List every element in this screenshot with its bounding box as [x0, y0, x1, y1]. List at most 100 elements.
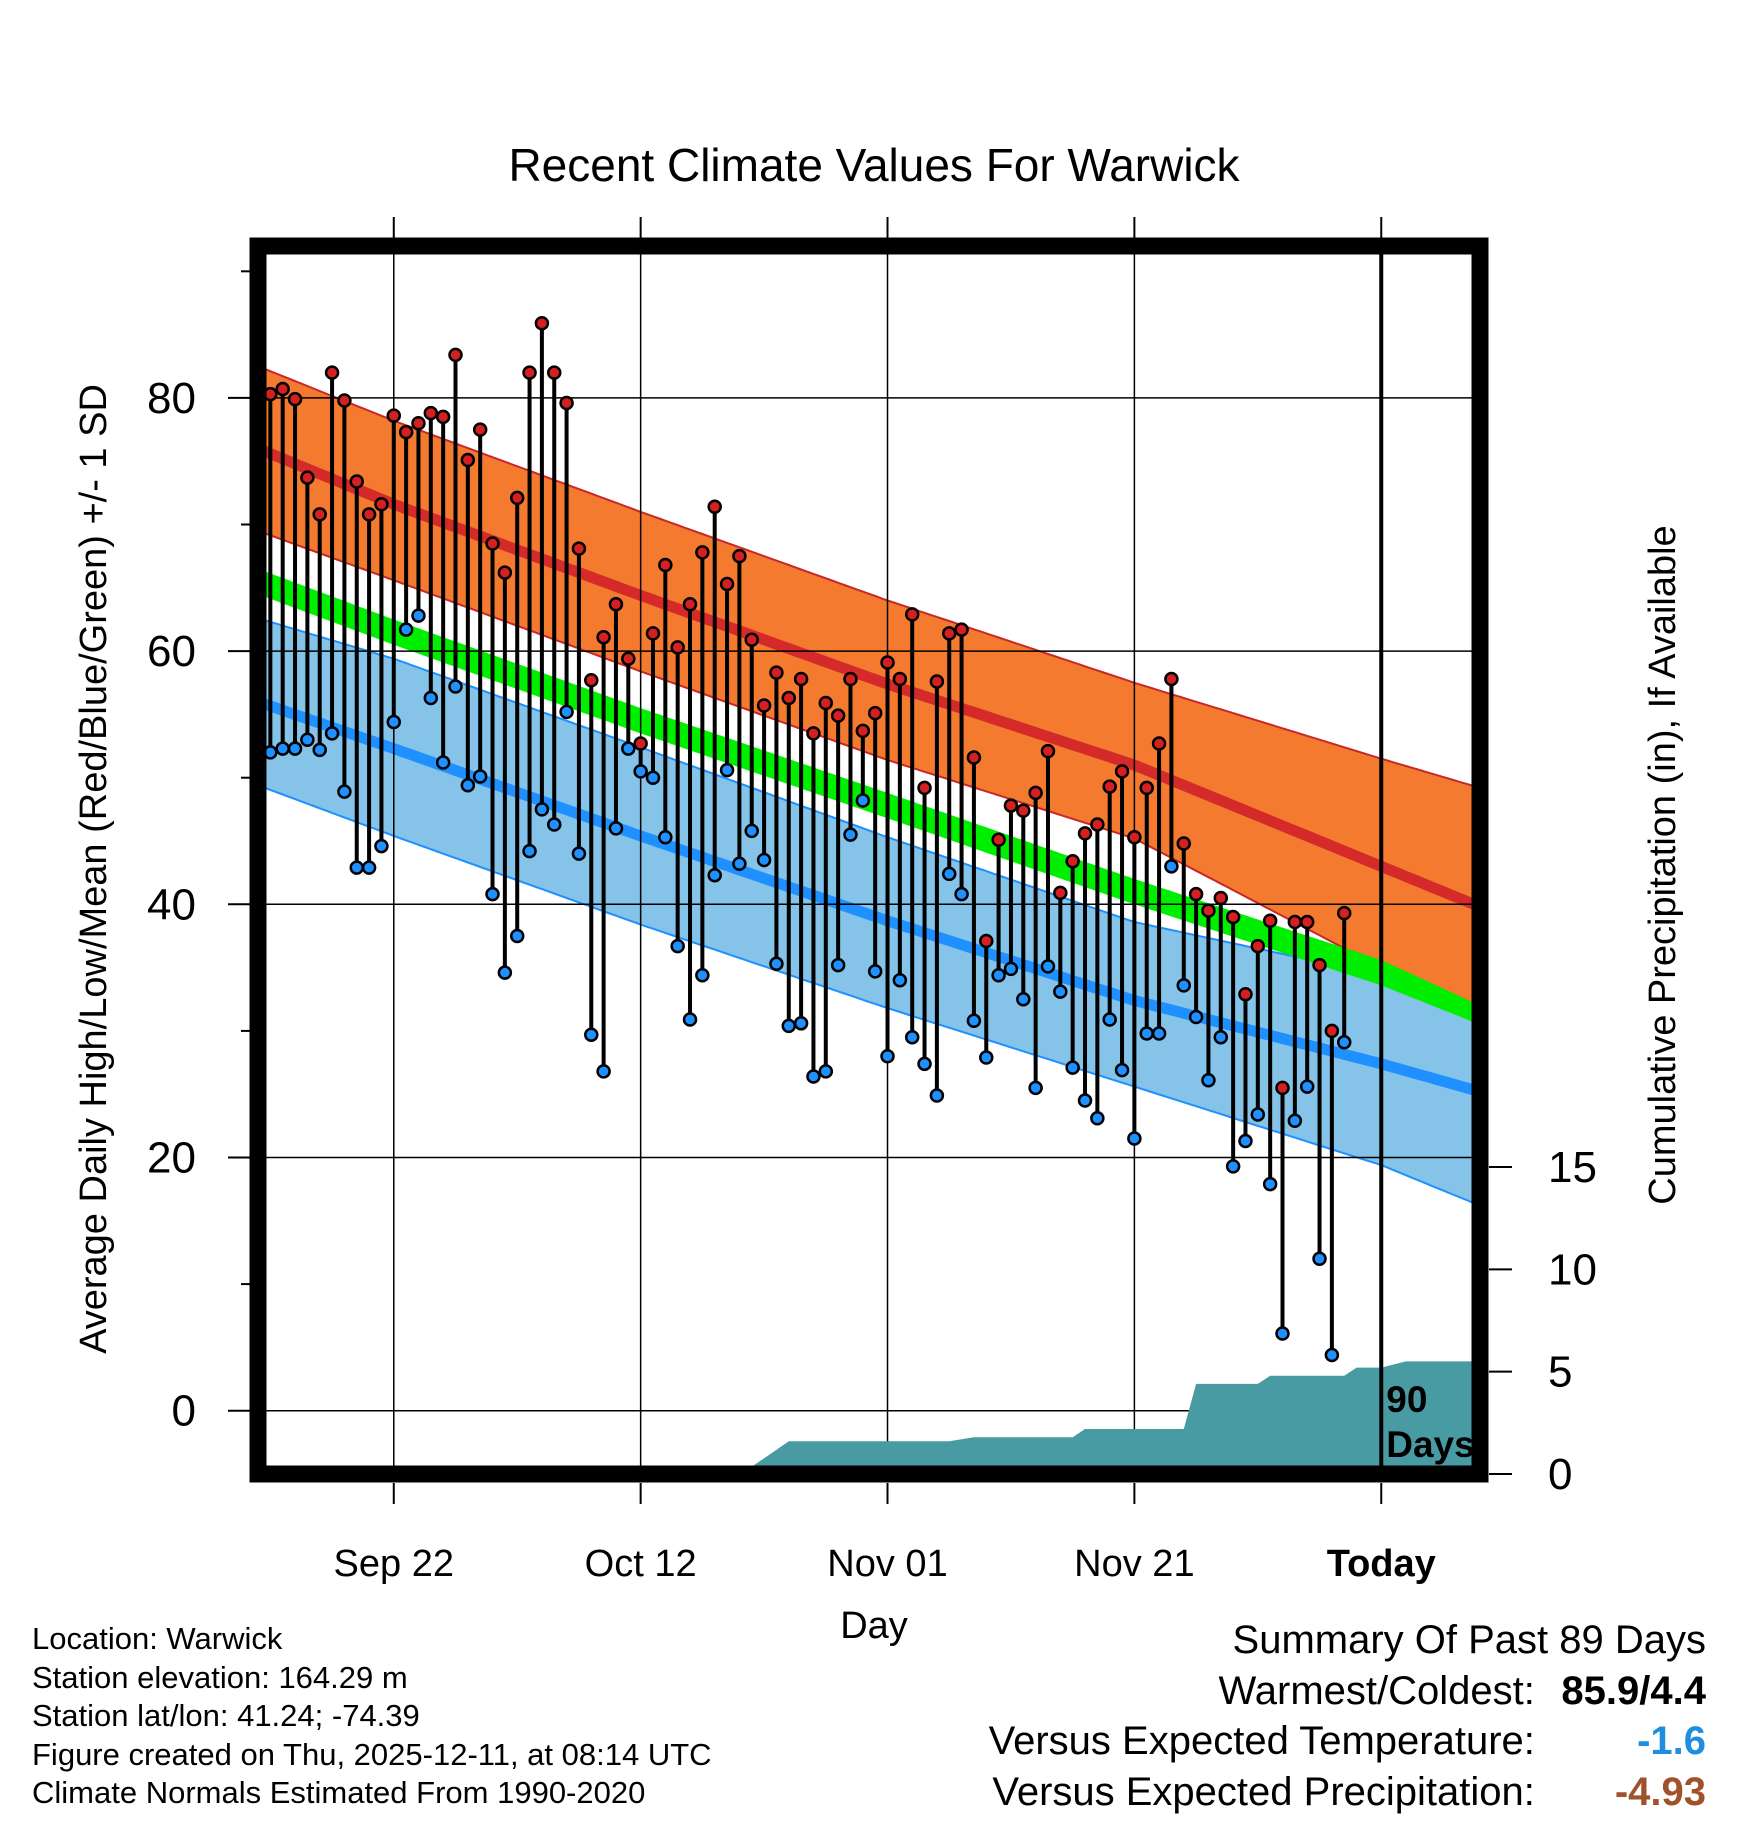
plot-frame [249, 237, 1489, 1483]
daily-low-point [979, 1050, 994, 1065]
daily-low-point [1250, 1107, 1266, 1122]
warm-cold-label: Warmest/Coldest: [1218, 1668, 1535, 1713]
daily-high-point [781, 690, 797, 706]
daily-low-point [584, 1027, 599, 1042]
daily-high-point [497, 565, 513, 580]
daily-low-point [645, 770, 661, 785]
summary-panel: Summary Of Past 89 Days Warmest/Coldest:… [989, 1615, 1706, 1817]
daily-low-point [1287, 1113, 1303, 1129]
daily-low-point [929, 1088, 945, 1103]
daily-high-point [1139, 780, 1154, 796]
daily-low-point [1225, 1159, 1241, 1174]
daily-high-point [744, 632, 759, 647]
daily-high-point [1312, 957, 1327, 973]
daily-high-point [732, 548, 747, 564]
x-tick-label: Nov 01 [827, 1543, 947, 1585]
temp-label: Versus Expected Temperature: [988, 1719, 1535, 1763]
daily-high-point [658, 557, 673, 573]
x-tick-label: Nov 21 [1074, 1543, 1194, 1585]
x-tick-label: Sep 22 [334, 1543, 454, 1585]
daily-high-point [1016, 803, 1031, 818]
daily-high-point [423, 405, 439, 421]
daily-low-point [1053, 984, 1068, 999]
precip-label: Versus Expected Precipitation: [992, 1769, 1535, 1814]
daily-high-point [979, 933, 994, 949]
low-normal-line [258, 696, 1480, 1097]
daily-low-point [497, 965, 513, 980]
daily-high-point [682, 597, 698, 612]
daily-low-point [300, 732, 315, 747]
daily-low-point [472, 769, 488, 784]
daily-low-point [732, 856, 747, 872]
daily-low-point [719, 762, 735, 778]
daily-high-point [312, 507, 327, 522]
daily-low-point [312, 742, 327, 758]
y-axis-label: Average Daily High/Low/Mean (Red/Blue/Gr… [73, 384, 115, 1354]
daily-low-point [1102, 1012, 1117, 1027]
daily-low-point [880, 1048, 895, 1064]
daily-high-point [941, 626, 957, 641]
daily-high-point [1065, 854, 1080, 869]
daily-high-point [929, 674, 945, 689]
daily-high-point [1003, 798, 1019, 813]
daily-low-point [522, 843, 537, 859]
daily-high-point [904, 607, 920, 622]
daily-high-point [596, 629, 611, 645]
daily-high-point [361, 507, 377, 522]
daily-low-point [275, 741, 290, 756]
daily-low-point [830, 957, 846, 973]
daily-high-point [756, 698, 772, 713]
daily-high-point [374, 497, 389, 512]
daily-low-point [670, 938, 685, 954]
daily-high-point [1324, 1023, 1340, 1039]
daily-high-point [435, 409, 451, 425]
daily-low-point [867, 964, 883, 979]
daily-high-point [1127, 829, 1142, 845]
daily-low-point [633, 764, 648, 779]
daily-high-point [1102, 779, 1117, 794]
daily-high-point [509, 490, 525, 506]
daily-high-point [1238, 986, 1253, 1002]
daily-high-point [1053, 885, 1068, 901]
daily-high-point [855, 723, 871, 739]
daily-high-point [843, 671, 858, 687]
daily-high-point [1250, 938, 1266, 954]
daily-low-point [435, 755, 451, 770]
y2-tick-label: 0 [1548, 1450, 1572, 1499]
daily-low-point [707, 867, 722, 883]
warm-cold-value: 85.9/4.4 [1561, 1668, 1706, 1713]
daily-low-point [571, 846, 587, 861]
y-tick-label: 40 [147, 880, 196, 929]
daily-low-point [386, 714, 402, 730]
daily-low-point [411, 608, 426, 623]
daily-low-point [546, 817, 562, 832]
daily-low-point [1016, 992, 1031, 1007]
daily-high-point [707, 499, 722, 515]
daily-low-point [1003, 961, 1019, 977]
daily-high-point [571, 541, 587, 556]
daily-high-point [287, 391, 303, 407]
daily-low-point [781, 1018, 797, 1034]
x-tick-label: Oct 12 [585, 1543, 697, 1585]
daily-low-point [1336, 1035, 1352, 1050]
daily-low-point [966, 1013, 982, 1029]
daily-low-point [818, 1064, 834, 1079]
daily-low-point [509, 928, 525, 944]
y-tick-label: 0 [172, 1387, 196, 1436]
daily-low-point [904, 1029, 920, 1045]
daily-high-point [1336, 905, 1352, 921]
x-axis-label: Day [840, 1605, 908, 1647]
summary-heading: Summary Of Past 89 Days [1232, 1618, 1706, 1662]
daily-high-point [621, 651, 636, 666]
precip-row: Versus Expected Precipitation: -4.93 [989, 1767, 1706, 1818]
daily-high-point [1262, 913, 1278, 929]
daily-high-point [448, 347, 463, 363]
daily-low-point [423, 690, 439, 706]
daily-high-point [1188, 886, 1204, 902]
daily-high-point [485, 536, 500, 551]
daily-high-point [472, 422, 488, 437]
daily-high-point [719, 576, 735, 592]
daily-low-point [1201, 1073, 1216, 1088]
station-info: Location: Warwick Station elevation: 164… [32, 1620, 712, 1813]
